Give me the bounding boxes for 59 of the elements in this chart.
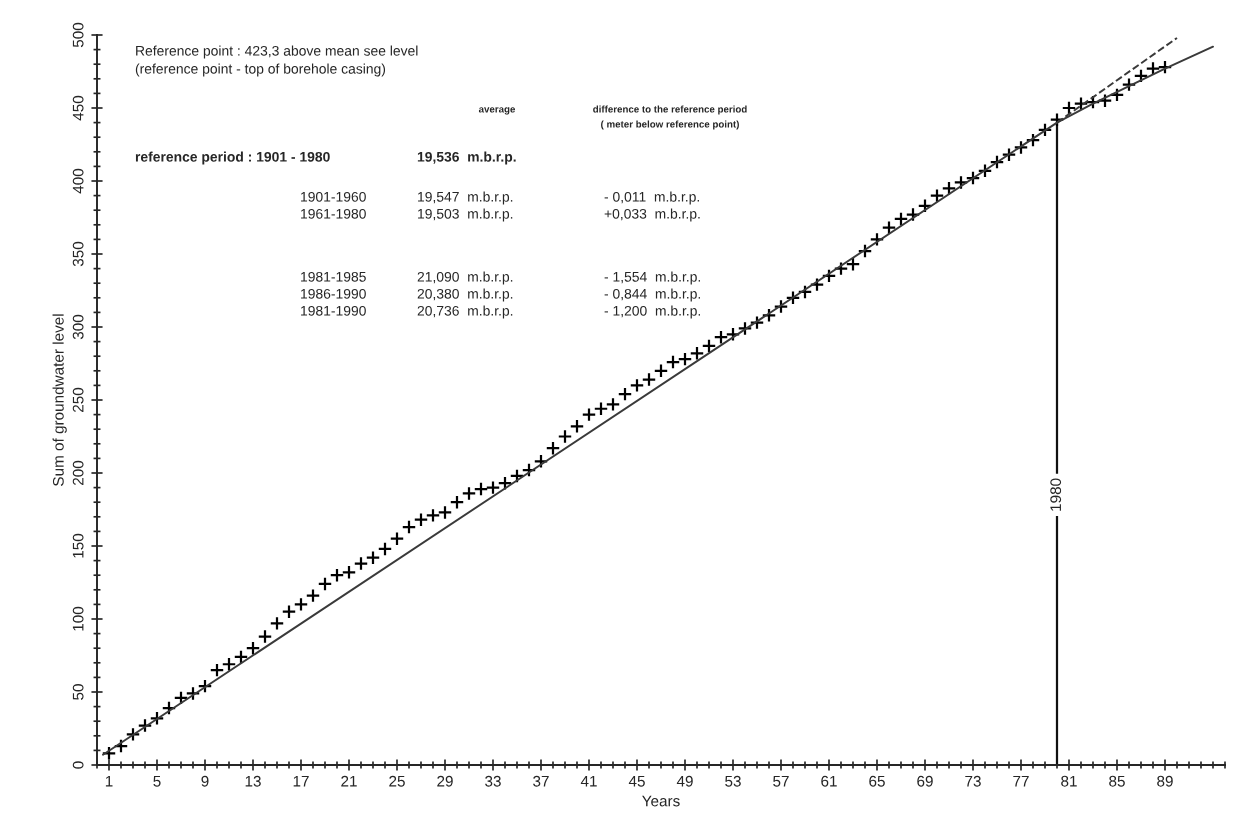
x-tick-label: 73 <box>965 775 981 787</box>
annotation: +0,033 m.b.r.p. <box>604 208 700 222</box>
x-tick-label: 33 <box>485 775 501 787</box>
x-tick-label: 13 <box>245 775 261 787</box>
annotation: 1981-1985 <box>301 271 366 282</box>
annotation: 1901-1960 <box>301 191 366 202</box>
x-tick-label: 41 <box>580 775 597 787</box>
annotation: difference to the reference period <box>593 105 747 115</box>
x-tick-label: 17 <box>293 775 309 787</box>
x-tick-label: 85 <box>1109 775 1125 787</box>
x-tick-label: 57 <box>773 775 789 787</box>
annotation: 1980 <box>1050 478 1062 511</box>
x-tick-label: 1 <box>105 775 113 787</box>
x-tick-label: 49 <box>676 775 693 787</box>
x-tick-label: 77 <box>1013 775 1029 787</box>
annotation: 20,380 m.b.r.p. <box>417 288 513 302</box>
y-tick-label: 50 <box>72 684 84 700</box>
x-tick-label: 29 <box>437 775 453 787</box>
annotation: 1961-1980 <box>301 208 366 219</box>
x-tick-label: 81 <box>1061 775 1077 787</box>
y-axis-title: Sum of groundwater level <box>52 314 67 486</box>
x-tick-label: 65 <box>869 775 885 787</box>
annotation: 19,503 m.b.r.p. <box>418 208 513 222</box>
y-tick-label: 150 <box>72 533 84 558</box>
annotation: reference period : 1901 - 1980 <box>135 151 330 165</box>
x-tick-label: 89 <box>1157 775 1173 787</box>
annotation: 20,736 m.b.r.p. <box>417 305 513 319</box>
y-tick-label: 450 <box>72 95 84 121</box>
y-tick-label: 400 <box>72 168 84 194</box>
annotation: 19,547 m.b.r.p. <box>418 191 513 205</box>
x-tick-label: 53 <box>725 775 741 787</box>
x-tick-label: 61 <box>821 775 837 787</box>
y-tick-label: 300 <box>72 314 84 340</box>
annotation: (reference point - top of borehole casing) <box>135 63 386 77</box>
x-tick-label: 69 <box>917 775 933 787</box>
annotation: - 1,200 m.b.r.p. <box>604 305 700 319</box>
annotation: 1986-1990 <box>301 288 366 299</box>
y-tick-label: 0 <box>72 761 84 769</box>
annotation: Reference point : 423,3 above mean see level <box>136 45 418 59</box>
annotation: average <box>478 107 516 115</box>
annotation: 19,536 m.b.r.p. <box>417 151 516 165</box>
y-tick-label: 500 <box>72 22 84 48</box>
annotation: - 0,844 m.b.r.p. <box>604 288 700 302</box>
y-tick-label: 350 <box>72 241 84 267</box>
y-tick-label: 100 <box>72 606 84 631</box>
annotation: - 1,554 m.b.r.p. <box>604 271 700 285</box>
x-tick-label: 37 <box>533 775 549 787</box>
y-tick-label: 250 <box>72 387 84 412</box>
annotation: 21,090 m.b.r.p. <box>417 271 513 285</box>
x-tick-label: 9 <box>201 775 209 787</box>
x-tick-label: 21 <box>341 775 357 787</box>
y-tick-label: 200 <box>72 460 84 485</box>
x-tick-label: 5 <box>153 775 161 787</box>
x-axis-title: Years <box>642 795 680 807</box>
annotation: 1981-1990 <box>301 305 366 316</box>
annotation: ( meter below reference point) <box>601 120 739 130</box>
x-tick-label: 45 <box>628 775 645 787</box>
x-tick-label: 25 <box>389 775 405 787</box>
annotation: - 0,011 m.b.r.p. <box>604 191 699 205</box>
